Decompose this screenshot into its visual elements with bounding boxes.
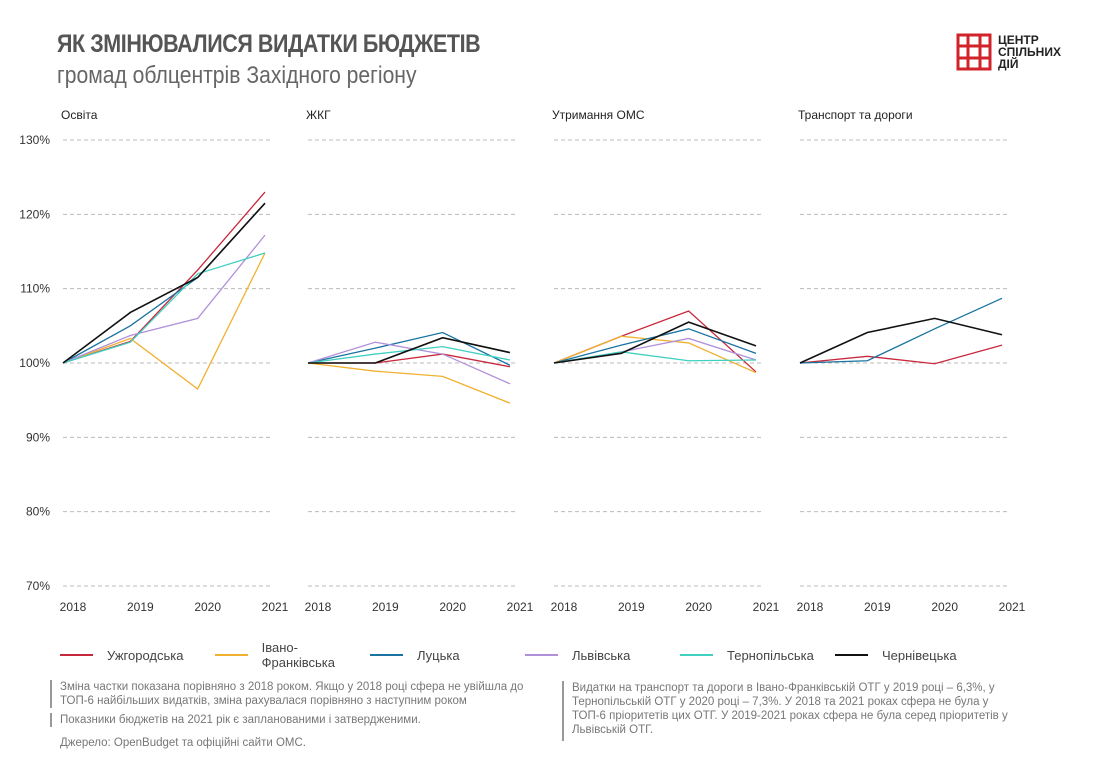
- panel-title: Транспорт та дороги: [798, 108, 913, 122]
- legend-swatch: [680, 654, 713, 656]
- x-tick-label: 2021: [999, 600, 1026, 614]
- page-subtitle: громад облцентрів Західного регіону: [57, 62, 417, 89]
- series-line-Львівська: [307, 341, 511, 385]
- x-tick-label: 2019: [618, 600, 645, 614]
- legend-item: Львівська: [525, 640, 680, 670]
- series-line-Ужгородська: [62, 191, 266, 364]
- y-tick-label: 80%: [26, 505, 50, 519]
- legend-swatch: [525, 654, 558, 656]
- x-tick-label: 2020: [685, 600, 712, 614]
- x-tick-label: 2019: [372, 600, 399, 614]
- series-line-Чернівецька: [799, 317, 1003, 364]
- legend-swatch: [370, 654, 403, 656]
- legend-item: Луцька: [370, 640, 525, 670]
- series-line-Чернівецька: [62, 202, 266, 364]
- page-title: ЯК ЗМІНЮВАЛИСЯ ВИДАТКИ БЮДЖЕТІВ: [57, 30, 481, 58]
- series-line-Івано-Франківська: [307, 362, 511, 404]
- legend-swatch: [215, 654, 248, 656]
- y-tick-label: 120%: [19, 207, 50, 221]
- series-line-Луцька: [799, 297, 1003, 364]
- source-note: Джерело: OpenBudget та офіційні сайти ОМ…: [60, 737, 306, 749]
- logo: ЦЕНТР СПІЛЬНИХ ДІЙ: [956, 33, 1061, 71]
- x-tick-label: 2019: [127, 600, 154, 614]
- logo-text: ЦЕНТР СПІЛЬНИХ ДІЙ: [998, 33, 1061, 71]
- legend-label: Івано-Франківська: [261, 640, 335, 670]
- note-comparison: Зміна частки показана порівняно з 2018 р…: [50, 680, 530, 708]
- y-tick-label: 110%: [20, 282, 50, 296]
- x-tick-label: 2020: [439, 600, 466, 614]
- legend-label: Чернівецька: [882, 647, 957, 663]
- panel-title: ЖКГ: [306, 108, 331, 122]
- x-tick-label: 2018: [305, 600, 332, 614]
- panel-title: Освіта: [61, 108, 98, 122]
- series-line-Луцька: [307, 331, 511, 366]
- x-tick-label: 2021: [262, 600, 289, 614]
- note-transport: Видатки на транспорт та дороги в Івано-Ф…: [562, 681, 1012, 741]
- x-tick-label: 2019: [864, 600, 891, 614]
- x-tick-label: 2021: [753, 600, 780, 614]
- legend-item: Чернівецька: [835, 640, 990, 670]
- logo-mark-icon: [956, 33, 992, 71]
- y-tick-label: 130%: [19, 133, 50, 147]
- x-tick-label: 2018: [60, 600, 87, 614]
- series-line-Ужгородська: [799, 344, 1003, 365]
- series-line-Івано-Франківська: [553, 335, 757, 374]
- legend-item: Ужгородська: [60, 640, 215, 670]
- series-line-Чернівецька: [553, 321, 757, 364]
- legend-swatch: [60, 654, 93, 656]
- note-planned: Показники бюджетів на 2021 рік є заплано…: [50, 713, 530, 727]
- series-line-Тернопільська: [62, 252, 266, 364]
- legend-item: Івано-Франківська: [215, 640, 370, 670]
- x-tick-label: 2018: [551, 600, 578, 614]
- x-tick-label: 2020: [931, 600, 958, 614]
- legend-label: Львівська: [572, 647, 631, 663]
- legend: Ужгородська Івано-Франківська Луцька Львівс…: [60, 640, 990, 670]
- legend-label: Луцька: [417, 647, 460, 663]
- y-tick-label: 70%: [26, 579, 50, 593]
- series-line-Львівська: [62, 234, 266, 364]
- legend-label: Тернопільська: [727, 647, 814, 663]
- panel-title: Утримання ОМС: [552, 108, 645, 122]
- x-tick-label: 2020: [194, 600, 221, 614]
- legend-swatch: [835, 654, 868, 656]
- series-line-Івано-Франківська: [62, 252, 266, 391]
- y-tick-label: 90%: [26, 430, 50, 444]
- x-tick-label: 2018: [797, 600, 824, 614]
- x-tick-label: 2021: [507, 600, 534, 614]
- y-tick-label: 100%: [19, 356, 50, 370]
- series-line-Чернівецька: [308, 336, 511, 364]
- series-line-Тернопільська: [553, 351, 757, 364]
- legend-label: Ужгородська: [107, 647, 184, 663]
- legend-item: Тернопільська: [680, 640, 835, 670]
